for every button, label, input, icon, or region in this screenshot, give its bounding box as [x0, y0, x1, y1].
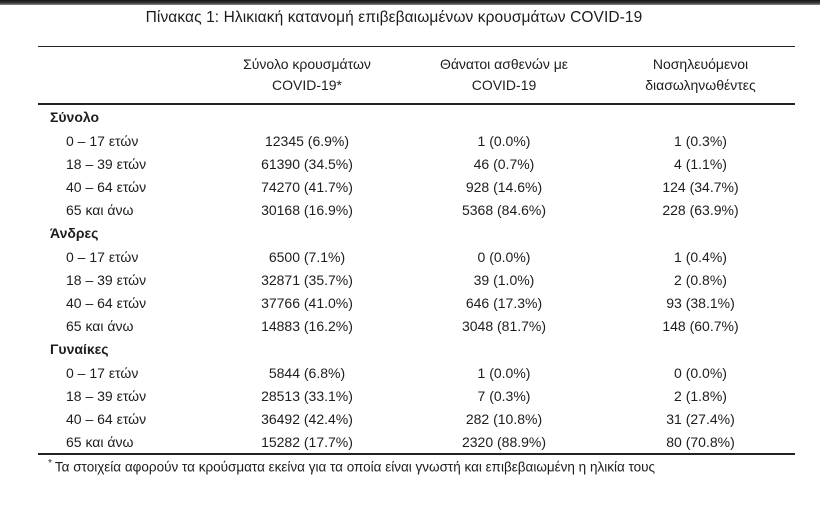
age-cell: 0 – 17 ετών	[66, 364, 139, 381]
age-cell: 65 και άνω	[66, 201, 134, 218]
table-header-deaths-line1: Θάνατοι ασθενών με	[439, 56, 569, 72]
table-header-cases: Σύνολο κρουσμάτων COVID-19*	[212, 47, 402, 105]
table-row: 18 – 39 ετών 32871 (35.7%) 39 (1.0%) 2 (…	[38, 268, 795, 291]
intubated-cell: 80 (70.8%)	[666, 433, 735, 450]
intubated-cell: 124 (34.7%)	[662, 178, 739, 195]
table-header-cases-line1: Σύνολο κρουσμάτων	[243, 56, 371, 72]
cases-cell: 12345 (6.9%)	[264, 132, 350, 149]
age-cell: 18 – 39 ετών	[66, 155, 147, 172]
deaths-cell: 7 (0.3%)	[477, 387, 531, 404]
intubated-cell: 2 (1.8%)	[674, 387, 727, 404]
footnote-marker: *	[48, 458, 52, 469]
intubated-cell: 2 (0.8%)	[674, 271, 727, 288]
table-row: 18 – 39 ετών 28513 (33.1%) 7 (0.3%) 2 (1…	[38, 384, 795, 407]
page-title: Πίνακας 1: Ηλικιακή κατανομή επιβεβαιωμέ…	[145, 9, 643, 26]
table-row: 65 και άνω 30168 (16.9%) 5368 (84.6%) 22…	[38, 198, 795, 221]
deaths-cell: 2320 (88.9%)	[461, 433, 547, 450]
age-cell: 18 – 39 ετών	[66, 271, 147, 288]
intubated-cell: 0 (0.0%)	[674, 364, 727, 381]
cases-cell: 15282 (17.7%)	[261, 433, 353, 450]
deaths-cell: 928 (14.6%)	[465, 178, 543, 195]
table-row: 0 – 17 ετών 5844 (6.8%) 1 (0.0%) 0 (0.0%…	[38, 361, 795, 384]
age-cell: 65 και άνω	[66, 317, 134, 334]
deaths-cell: 3048 (81.7%)	[461, 317, 547, 334]
section-label-women: Γυναίκες	[50, 341, 109, 357]
deaths-cell: 0 (0.0%)	[477, 248, 531, 265]
section-label-men: Άνδρες	[50, 225, 99, 241]
cases-cell: 6500 (7.1%)	[268, 248, 346, 265]
table-header-intubated-line1: Νοσηλευόμενοι	[652, 56, 749, 72]
deaths-cell: 646 (17.3%)	[465, 294, 543, 311]
table-row: 0 – 17 ετών 6500 (7.1%) 0 (0.0%) 1 (0.4%…	[38, 245, 795, 268]
age-cell: 40 – 64 ετών	[66, 178, 147, 195]
intubated-cell: 31 (27.4%)	[666, 410, 735, 427]
table-header-cases-line2: COVID-19*	[271, 77, 343, 93]
table-header-intubated: Νοσηλευόμενοι διασωληνωθέντες	[606, 47, 795, 105]
section-label-total: Σύνολο	[50, 109, 100, 125]
table-header-deaths: Θάνατοι ασθενών με COVID-19	[402, 47, 606, 105]
deaths-cell: 1 (0.0%)	[477, 132, 531, 149]
age-cell: 40 – 64 ετών	[66, 294, 147, 311]
cases-cell: 37766 (41.0%)	[261, 294, 353, 311]
deaths-cell: 46 (0.7%)	[473, 155, 535, 172]
age-cell: 0 – 17 ετών	[66, 248, 139, 265]
intubated-cell: 93 (38.1%)	[666, 294, 735, 311]
intubated-cell: 228 (63.9%)	[662, 201, 739, 218]
age-cell: 65 και άνω	[66, 433, 134, 450]
cases-cell: 36492 (42.4%)	[261, 410, 353, 427]
intubated-cell: 1 (0.4%)	[674, 248, 727, 265]
deaths-cell: 1 (0.0%)	[477, 364, 531, 381]
deaths-cell: 5368 (84.6%)	[461, 201, 547, 218]
table-header-empty	[38, 47, 212, 105]
intubated-cell: 148 (60.7%)	[662, 317, 739, 334]
intubated-cell: 1 (0.3%)	[674, 132, 727, 149]
table-row: 40 – 64 ετών 36492 (42.4%) 282 (10.8%) 3…	[38, 407, 795, 430]
section-row-women: Γυναίκες	[38, 337, 795, 361]
footnote: * Τα στοιχεία αφορούν τα κρούσματα εκείνα…	[38, 458, 795, 475]
cases-cell: 14883 (16.2%)	[261, 317, 353, 334]
section-row-men: Άνδρες	[38, 221, 795, 245]
footnote-text: Τα στοιχεία αφορούν τα κρούσματα εκείνα …	[54, 459, 656, 475]
cases-cell: 32871 (35.7%)	[261, 271, 353, 288]
deaths-cell: 282 (10.8%)	[465, 410, 543, 427]
report-table: Σύνολο κρουσμάτων COVID-19* Θάνατοι ασθε…	[38, 46, 795, 455]
table-header-intubated-line2: διασωληνωθέντες	[645, 77, 756, 93]
table-row: 0 – 17 ετών 12345 (6.9%) 1 (0.0%) 1 (0.3…	[38, 129, 795, 152]
table-header-row: Σύνολο κρουσμάτων COVID-19* Θάνατοι ασθε…	[38, 46, 795, 105]
top-bar	[0, 0, 820, 5]
age-cell: 0 – 17 ετών	[66, 132, 139, 149]
cases-cell: 28513 (33.1%)	[261, 387, 353, 404]
cases-cell: 61390 (34.5%)	[261, 155, 353, 172]
age-cell: 40 – 64 ετών	[66, 410, 147, 427]
table-row: 40 – 64 ετών 74270 (41.7%) 928 (14.6%) 1…	[38, 175, 795, 198]
section-row-total: Σύνολο	[38, 104, 795, 129]
cases-cell: 5844 (6.8%)	[268, 364, 346, 381]
table-row: 65 και άνω 15282 (17.7%) 2320 (88.9%) 80…	[38, 430, 795, 454]
intubated-cell: 4 (1.1%)	[674, 155, 727, 172]
table-row: 40 – 64 ετών 37766 (41.0%) 646 (17.3%) 9…	[38, 291, 795, 314]
deaths-cell: 39 (1.0%)	[473, 271, 535, 288]
table-row: 18 – 39 ετών 61390 (34.5%) 46 (0.7%) 4 (…	[38, 152, 795, 175]
table-row: 65 και άνω 14883 (16.2%) 3048 (81.7%) 14…	[38, 314, 795, 337]
table-header-deaths-line2: COVID-19	[471, 77, 537, 93]
age-cell: 18 – 39 ετών	[66, 387, 147, 404]
cases-cell: 30168 (16.9%)	[261, 201, 353, 218]
cases-cell: 74270 (41.7%)	[261, 178, 353, 195]
